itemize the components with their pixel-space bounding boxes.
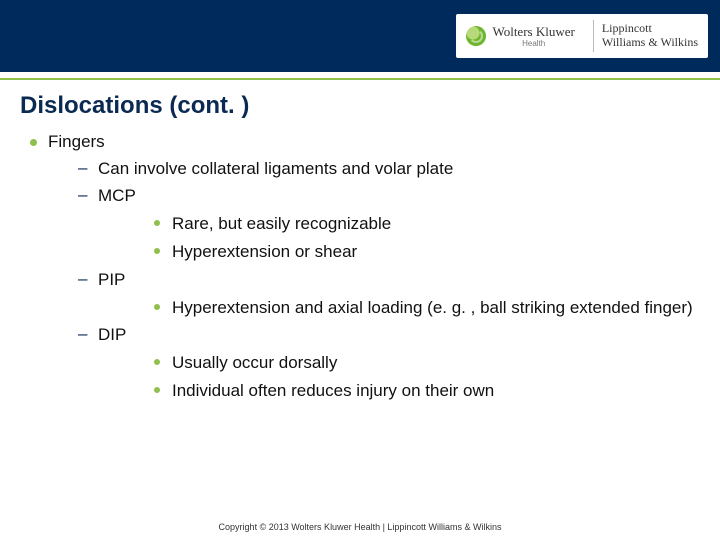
bullet-text: Hyperextension and axial loading (e. g. … <box>172 298 693 317</box>
bullet-text: MCP <box>98 186 136 205</box>
bullet-list-level2: Can involve collateral ligaments and vol… <box>48 152 700 401</box>
bullet-text: PIP <box>98 270 125 289</box>
brand-secondary-line2: Williams & Wilkins <box>602 36 698 50</box>
list-item: Individual often reduces injury on their… <box>146 373 700 401</box>
bullet-list-level1: Fingers Can involve collateral ligaments… <box>20 126 700 401</box>
copyright-footer: Copyright © 2013 Wolters Kluwer Health |… <box>0 522 720 532</box>
list-item: Rare, but easily recognizable <box>146 206 700 234</box>
brand-primary-sub: Health <box>492 40 574 48</box>
bullet-list-level3: Hyperextension and axial loading (e. g. … <box>98 290 700 318</box>
slide: Wolters Kluwer Health Lippincott William… <box>0 0 720 540</box>
list-item: Fingers Can involve collateral ligaments… <box>20 126 700 401</box>
slide-title: Dislocations (cont. ) <box>20 88 700 126</box>
list-item: DIP Usually occur dorsally Individual of… <box>70 318 700 402</box>
list-item: Usually occur dorsally <box>146 345 700 373</box>
lippincott-logo-text: Lippincott Williams & Wilkins <box>602 22 698 50</box>
header-bar: Wolters Kluwer Health Lippincott William… <box>0 0 720 72</box>
bullet-text: Fingers <box>48 132 105 151</box>
bullet-text: DIP <box>98 325 126 344</box>
brand-primary: Wolters Kluwer <box>492 25 574 38</box>
list-item: Hyperextension and axial loading (e. g. … <box>146 290 700 318</box>
content-area: Dislocations (cont. ) Fingers Can involv… <box>0 80 720 540</box>
bullet-list-level3: Rare, but easily recognizable Hyperexten… <box>98 206 700 263</box>
list-item: Hyperextension or shear <box>146 234 700 262</box>
wolters-kluwer-text: Wolters Kluwer Health <box>492 25 574 48</box>
wolters-kluwer-mark-icon <box>466 26 486 46</box>
publisher-logo-block: Wolters Kluwer Health Lippincott William… <box>456 14 708 58</box>
logo-divider <box>593 20 594 52</box>
list-item: Can involve collateral ligaments and vol… <box>70 152 700 179</box>
bullet-text: Hyperextension or shear <box>172 242 357 261</box>
bullet-list-level3: Usually occur dorsally Individual often … <box>98 345 700 402</box>
list-item: MCP Rare, but easily recognizable Hypere… <box>70 179 700 263</box>
bullet-text: Individual often reduces injury on their… <box>172 381 494 400</box>
brand-secondary-line1: Lippincott <box>602 22 698 36</box>
bullet-text: Can involve collateral ligaments and vol… <box>98 159 453 178</box>
wolters-kluwer-logo: Wolters Kluwer Health <box>466 25 584 48</box>
list-item: PIP Hyperextension and axial loading (e.… <box>70 263 700 318</box>
bullet-text: Rare, but easily recognizable <box>172 214 391 233</box>
bullet-text: Usually occur dorsally <box>172 353 337 372</box>
